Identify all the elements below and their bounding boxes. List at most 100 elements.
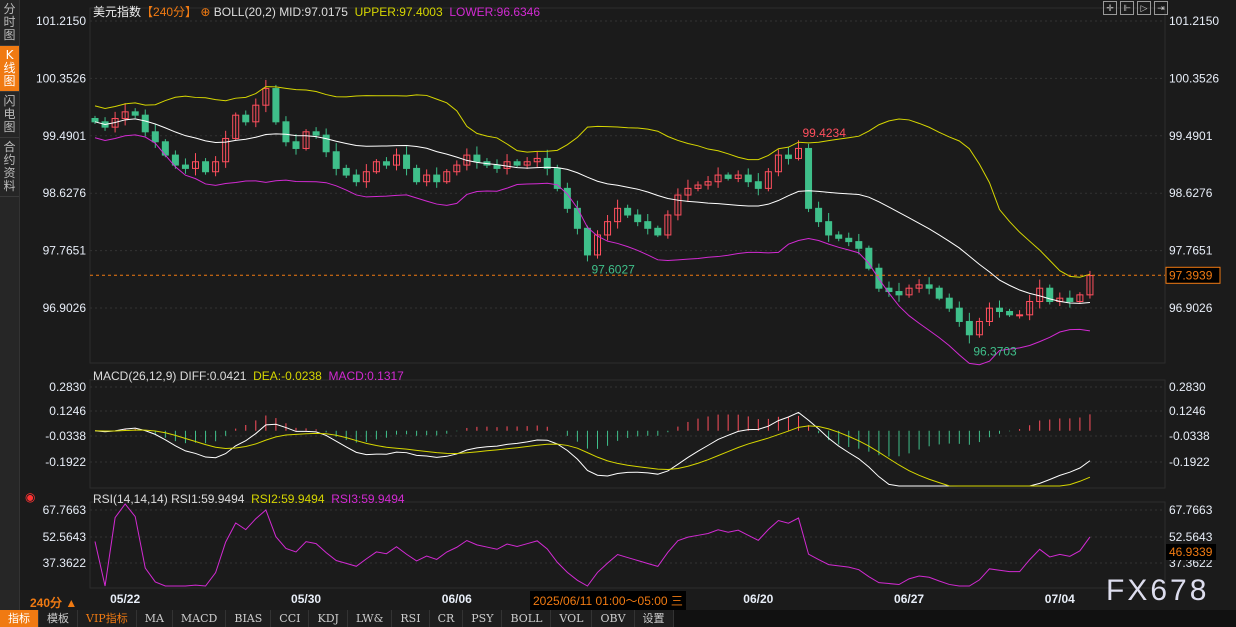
candle-body: [242, 114, 250, 123]
candle-body: [835, 234, 843, 239]
macd-axis-label-left: 0.2830: [49, 380, 86, 394]
macd-axis-label-right: 0.2830: [1169, 380, 1206, 394]
axis-gutter: [20, 0, 90, 610]
symbol-name: 美元指数: [93, 5, 142, 19]
indicator-tab[interactable]: 设置: [634, 610, 674, 627]
candle-body: [774, 154, 782, 173]
candle-body: [423, 174, 431, 183]
play-icon[interactable]: ▷: [1137, 1, 1151, 15]
date-axis-label: 06/27: [894, 592, 924, 606]
indicator-tab[interactable]: VOL: [551, 610, 593, 627]
sidebar-tab-flash[interactable]: 闪电图: [0, 92, 19, 138]
current-price-box: [1165, 266, 1221, 284]
candle-body: [202, 161, 210, 173]
price-axis-label-left: 96.9026: [43, 301, 87, 315]
rsi-axis-label-left: 52.5643: [43, 530, 87, 544]
candle-body: [553, 167, 561, 189]
fx678-logo: FX678: [1106, 574, 1210, 607]
crosshair-target-icon[interactable]: ⊕: [200, 5, 211, 19]
candle-body: [121, 111, 129, 119]
boll-lower: LOWER:96.6346: [449, 5, 541, 19]
candle-body: [272, 88, 280, 123]
candle-body: [91, 117, 99, 123]
indicator-tab[interactable]: 指标: [0, 610, 39, 627]
boll-name: BOLL(20,2): [213, 5, 276, 19]
indicator-tab[interactable]: BOLL: [502, 610, 552, 627]
candle-body: [624, 207, 632, 216]
sidebar-tab-contract-info[interactable]: 合约资料: [0, 138, 19, 197]
macd-diff: DIFF:0.0421: [179, 369, 247, 383]
candle-body: [1026, 301, 1034, 316]
rsi1-value: RSI1:59.9494: [171, 492, 245, 506]
candle-body: [644, 221, 652, 229]
indicator-tab[interactable]: OBV: [592, 610, 635, 627]
price-axis-label-right: 97.7651: [1169, 244, 1213, 258]
indicator-tab[interactable]: BIAS: [226, 610, 272, 627]
crosshair-icon[interactable]: ✛: [1103, 1, 1117, 15]
price-axis-label-right: 98.6276: [1169, 186, 1213, 200]
price-panel: [89, 7, 1166, 364]
candle-body: [754, 181, 762, 189]
indicator-tab[interactable]: MACD: [172, 610, 227, 627]
period-selector[interactable]: 240分 ▲: [30, 596, 78, 610]
indicator-tab[interactable]: RSI: [392, 610, 430, 627]
candle-body: [724, 174, 732, 179]
rsi-current-label: 46.9339: [1169, 545, 1213, 559]
candle-body: [543, 157, 551, 169]
rsi-panel: [89, 501, 1166, 589]
rsi-axis-label-left: 67.7663: [43, 503, 87, 517]
candle-body: [674, 194, 682, 216]
price-axis-label-left: 98.6276: [43, 186, 87, 200]
indicator-tab[interactable]: VIP指标: [78, 610, 137, 627]
indicator-tab[interactable]: CCI: [271, 610, 310, 627]
candle-body: [563, 187, 571, 209]
candle-body: [181, 164, 189, 169]
candle-body: [684, 187, 692, 196]
candle-body: [935, 287, 943, 299]
record-icon[interactable]: ◉: [25, 490, 36, 504]
candle-body: [342, 167, 350, 176]
macd-dea: DEA:-0.0238: [253, 369, 322, 383]
rsi-axis-label-right: 67.7663: [1169, 503, 1213, 517]
boll-upper-line: [94, 86, 1091, 278]
indicator-tab[interactable]: 模板: [39, 610, 78, 627]
macd-axis-label-left: 0.1246: [49, 404, 86, 418]
candle-body: [352, 174, 360, 183]
rsi-current-box: [1166, 544, 1216, 560]
indicator-tab[interactable]: MA: [136, 610, 173, 627]
indicator-tab[interactable]: LW&: [347, 610, 393, 627]
candle-body: [815, 207, 823, 223]
candle-body: [292, 141, 300, 149]
exit-icon[interactable]: ⇥: [1154, 1, 1168, 15]
date-axis-label: 05/22: [110, 592, 140, 606]
sidebar-tab-kline[interactable]: K线图: [0, 46, 19, 92]
indicator-tab[interactable]: CR: [429, 610, 464, 627]
candle-body: [996, 307, 1003, 312]
candle-body: [131, 111, 139, 116]
candle-body: [975, 320, 983, 336]
candle-body: [634, 214, 642, 223]
candle-body: [855, 241, 863, 249]
indicator-tab[interactable]: PSY: [463, 610, 503, 627]
candle-body: [322, 134, 330, 153]
candle-body: [925, 284, 933, 289]
sidebar-tab-time-share[interactable]: 分时图: [0, 0, 19, 46]
macd-axis-label-left: -0.1922: [45, 455, 86, 469]
candle-body: [784, 154, 792, 159]
zoom-range-icon[interactable]: ⊩: [1120, 1, 1134, 15]
indicator-tab[interactable]: KDJ: [309, 610, 348, 627]
date-axis-label: 05/30: [291, 592, 321, 606]
candle-body: [372, 161, 380, 173]
chart-canvas[interactable]: 101.2150 101.2150 100.3526 100.3526 99.4901 9…: [0, 0, 1236, 610]
chart-toolbar: ✛ ⊩ ▷ ⇥: [1103, 1, 1168, 15]
candle-body: [533, 157, 541, 163]
rsi3-value: RSI3:59.9494: [331, 492, 405, 506]
candle-body: [523, 161, 531, 166]
date-axis-label: 06/20: [743, 592, 773, 606]
macd-name: MACD(26,12,9): [93, 369, 177, 383]
rsi-axis-label-right: 52.5643: [1169, 530, 1213, 544]
candle-body: [262, 88, 270, 106]
rsi-axis-label-left: 37.3622: [43, 556, 87, 570]
price-annotation-1: 97.6027: [591, 262, 635, 276]
macd-axis-label-right: -0.1922: [1169, 455, 1210, 469]
